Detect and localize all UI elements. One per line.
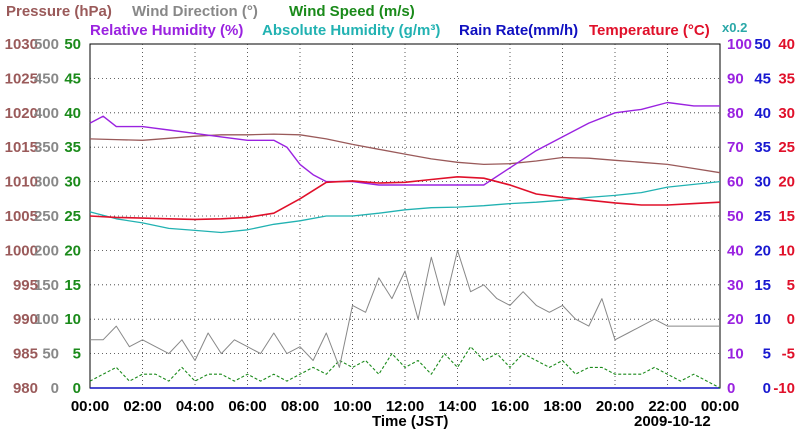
wind-speed-tick-label: 50	[64, 36, 81, 53]
legend-relative-humidity: Relative Humidity (%)	[90, 22, 244, 39]
series-layer	[89, 101, 721, 389]
tick-labels: 1030102510201015101010051000995990985980…	[5, 36, 795, 415]
temperature-tick-label: 40	[778, 36, 795, 53]
abs-humidity-tick-label: 45	[754, 70, 771, 87]
abs-humidity-tick-label: 5	[763, 346, 771, 363]
x-tick-label: 18:00	[543, 398, 581, 415]
wind-speed-tick-label: 20	[64, 242, 81, 259]
wind-speed-tick-label: 15	[64, 277, 81, 294]
x-tick-label: 00:00	[701, 398, 739, 415]
x-tick-label: 20:00	[596, 398, 634, 415]
series-wind-direction	[90, 249, 720, 368]
wind-direction-tick-label: 100	[34, 311, 59, 328]
x-tick-label: 02:00	[123, 398, 161, 415]
x-axis-title: Time (JST)	[372, 413, 449, 430]
legend-pressure: Pressure (hPa)	[6, 3, 112, 20]
temperature-tick-label: -5	[782, 346, 795, 363]
temperature-tick-label: 15	[778, 208, 795, 225]
pressure-tick-label: 990	[13, 311, 38, 328]
wind-speed-tick-label: 35	[64, 139, 81, 156]
abs-humidity-tick-label: 30	[754, 174, 771, 191]
pressure-tick-label: 985	[13, 346, 38, 363]
series-absolute-humidity	[89, 180, 721, 234]
humidity-tick-label: 20	[727, 311, 744, 328]
wind-speed-tick-label: 40	[64, 105, 81, 122]
x-tick-label: 12:00	[386, 398, 424, 415]
wind-speed-tick-label: 10	[64, 311, 81, 328]
humidity-tick-label: 30	[727, 277, 744, 294]
temperature-tick-label: 35	[778, 70, 795, 87]
temperature-tick-label: 10	[778, 242, 795, 259]
humidity-tick-label: 80	[727, 105, 744, 122]
humidity-tick-label: 90	[727, 70, 744, 87]
temperature-tick-label: 25	[778, 139, 795, 156]
wind-direction-tick-label: 50	[42, 346, 59, 363]
abs-humidity-tick-label: 10	[754, 311, 771, 328]
x-tick-label: 14:00	[438, 398, 476, 415]
x-tick-label: 04:00	[176, 398, 214, 415]
date-label: 2009-10-12	[634, 413, 711, 430]
x-tick-label: 00:00	[71, 398, 109, 415]
pressure-tick-label: 1030	[5, 36, 38, 53]
abs-humidity-tick-label: 35	[754, 139, 771, 156]
humidity-tick-label: 0	[727, 380, 735, 397]
wind-direction-tick-label: 300	[34, 174, 59, 191]
abs-humidity-tick-label: 40	[754, 105, 771, 122]
series-temperature	[89, 176, 721, 221]
pressure-tick-label: 980	[13, 380, 38, 397]
x-tick-label: 22:00	[648, 398, 686, 415]
wind-direction-tick-label: 450	[34, 70, 59, 87]
humidity-tick-label: 70	[727, 139, 744, 156]
pressure-tick-label: 1010	[5, 174, 38, 191]
humidity-tick-label: 10	[727, 346, 744, 363]
wind-speed-tick-label: 30	[64, 174, 81, 191]
wind-speed-tick-label: 5	[73, 346, 81, 363]
abs-humidity-tick-label: 50	[754, 36, 771, 53]
legend-absolute-humidity: Absolute Humidity (g/m³)	[262, 22, 441, 39]
temperature-tick-label: 0	[787, 311, 795, 328]
pressure-tick-label: 1015	[5, 139, 38, 156]
temperature-tick-label: -10	[773, 380, 795, 397]
pressure-tick-label: 1000	[5, 242, 38, 259]
temperature-tick-label: 5	[787, 277, 795, 294]
abs-humidity-tick-label: 0	[763, 380, 771, 397]
abs-humidity-tick-label: 25	[754, 208, 771, 225]
abs-humidity-scale-note: x0.2	[722, 20, 748, 35]
x-tick-label: 10:00	[333, 398, 371, 415]
wind-speed-tick-label: 0	[73, 380, 81, 397]
legend-rain-rate: Rain Rate(mm/h)	[459, 22, 579, 39]
series-wind-speed	[89, 346, 721, 389]
wind-direction-tick-label: 350	[34, 139, 59, 156]
humidity-tick-label: 40	[727, 242, 744, 259]
x-tick-label: 06:00	[228, 398, 266, 415]
temperature-tick-label: 30	[778, 105, 795, 122]
wind-direction-tick-label: 200	[34, 242, 59, 259]
wind-direction-tick-label: 0	[51, 380, 59, 397]
humidity-tick-label: 60	[727, 174, 744, 191]
pressure-tick-label: 995	[13, 277, 38, 294]
grid-lines	[90, 44, 720, 388]
abs-humidity-tick-label: 20	[754, 242, 771, 259]
pressure-tick-label: 1025	[5, 70, 38, 87]
humidity-tick-label: 50	[727, 208, 744, 225]
legend-wind-direction: Wind Direction (°)	[132, 3, 258, 20]
wind-direction-tick-label: 500	[34, 36, 59, 53]
wind-speed-tick-label: 25	[64, 208, 81, 225]
humidity-tick-label: 100	[727, 36, 752, 53]
wind-direction-tick-label: 150	[34, 277, 59, 294]
legend-wind-speed: Wind Speed (m/s)	[289, 3, 415, 20]
x-tick-label: 16:00	[491, 398, 529, 415]
wind-direction-tick-label: 400	[34, 105, 59, 122]
x-tick-label: 08:00	[281, 398, 319, 415]
pressure-tick-label: 1005	[5, 208, 38, 225]
pressure-tick-label: 1020	[5, 105, 38, 122]
wind-speed-tick-label: 45	[64, 70, 81, 87]
temperature-tick-label: 20	[778, 174, 795, 191]
abs-humidity-tick-label: 15	[754, 277, 771, 294]
series-relative-humidity	[89, 101, 720, 186]
wind-direction-tick-label: 250	[34, 208, 59, 225]
legend-temperature: Temperature (°C)	[589, 22, 710, 39]
series-pressure	[89, 133, 721, 174]
